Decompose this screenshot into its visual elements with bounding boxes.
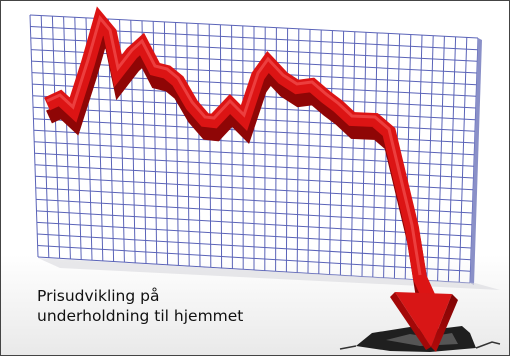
grid-shadow: [38, 258, 500, 290]
grid-line: [285, 28, 289, 272]
grid-line: [296, 28, 300, 273]
grid-line: [186, 22, 190, 267]
grid-line: [175, 22, 179, 266]
caption-line-1: Prisudvikling på: [37, 287, 160, 305]
grid-line: [426, 35, 434, 281]
grid-line: [63, 16, 71, 259]
grid-line: [197, 23, 201, 267]
grid-line: [37, 245, 471, 272]
grid-line: [447, 36, 457, 282]
grid-line: [383, 33, 389, 278]
caption: Prisudvikling på underholdning til hjemm…: [37, 286, 243, 326]
grid-line: [51, 16, 61, 259]
grid-line: [458, 37, 468, 283]
grid-line: [37, 233, 471, 261]
grid-line: [231, 25, 233, 269]
grid-edge: [470, 38, 482, 285]
grid-line: [74, 17, 82, 260]
grid-line: [339, 31, 345, 276]
down-trend-arrow-icon: [44, 6, 458, 352]
grid-line: [31, 49, 477, 74]
grid-line: [163, 21, 169, 265]
caption-line-2: underholdning til hjemmet: [37, 307, 244, 325]
grid-line: [318, 29, 322, 274]
grid-line: [372, 32, 378, 278]
grid-line: [219, 24, 223, 269]
grid-line: [437, 36, 445, 282]
grid-line: [329, 30, 333, 275]
grid-line: [36, 210, 472, 237]
grid-line: [208, 24, 212, 268]
grid-line: [36, 198, 472, 226]
grid-line: [307, 29, 311, 274]
grid-line: [40, 15, 50, 258]
grid-line: [404, 34, 412, 280]
grid-line: [361, 32, 367, 277]
grid-line: [33, 129, 475, 156]
grid-line: [29, 14, 39, 258]
grid-line: [36, 221, 472, 249]
grid-line: [350, 31, 356, 276]
grid-line: [33, 118, 475, 144]
